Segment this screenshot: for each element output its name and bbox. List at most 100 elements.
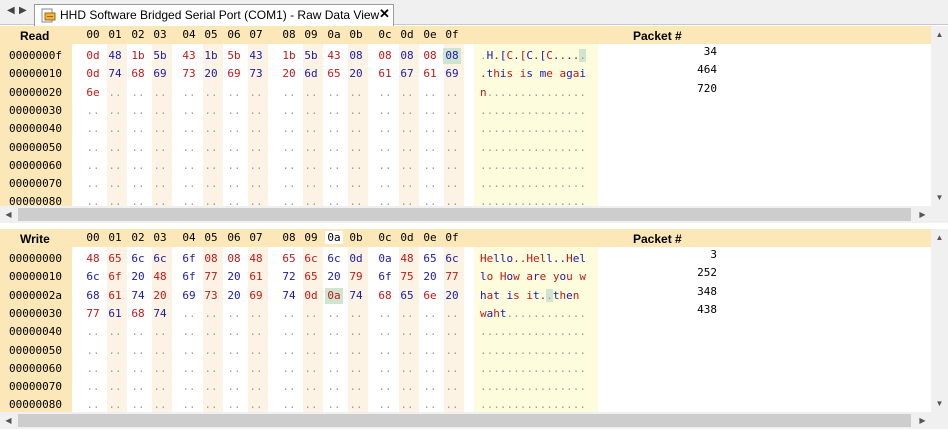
empty-byte-cell[interactable]: ..	[131, 361, 145, 375]
empty-byte-cell[interactable]: ..	[327, 361, 341, 375]
empty-byte-cell[interactable]: ..	[349, 195, 363, 206]
empty-byte-cell[interactable]: ..	[131, 140, 145, 154]
byte-cell[interactable]: 0d	[86, 49, 100, 62]
empty-byte-cell[interactable]: ..	[153, 325, 167, 339]
empty-byte-cell[interactable]: ..	[182, 177, 196, 191]
empty-byte-cell[interactable]: ..	[400, 195, 414, 206]
empty-byte-cell[interactable]: ..	[153, 177, 167, 191]
empty-byte-cell[interactable]: ..	[423, 306, 437, 320]
empty-byte-cell[interactable]: ..	[378, 325, 392, 339]
empty-byte-cell[interactable]: ..	[204, 85, 218, 99]
scroll-right-icon[interactable]: ▶	[919, 210, 926, 219]
empty-byte-cell[interactable]: ..	[349, 306, 363, 320]
byte-cell[interactable]: 77	[445, 270, 459, 284]
empty-byte-cell[interactable]: ..	[108, 195, 122, 206]
byte-cell[interactable]: 08	[400, 49, 414, 62]
byte-cell[interactable]: 6e	[86, 85, 100, 99]
empty-byte-cell[interactable]: ..	[445, 85, 459, 99]
empty-byte-cell[interactable]: ..	[249, 343, 263, 357]
empty-byte-cell[interactable]: ..	[131, 380, 145, 394]
empty-byte-cell[interactable]: ..	[400, 140, 414, 154]
empty-byte-cell[interactable]: ..	[327, 306, 341, 320]
empty-byte-cell[interactable]: ..	[327, 177, 341, 191]
byte-cell[interactable]: 61	[378, 67, 392, 81]
empty-byte-cell[interactable]: ..	[400, 343, 414, 357]
empty-byte-cell[interactable]: ..	[86, 103, 100, 117]
ascii-text[interactable]: lo How are you w	[480, 270, 586, 284]
byte-cell[interactable]: 61	[108, 306, 122, 320]
empty-byte-cell[interactable]: ..	[108, 343, 122, 357]
byte-cell[interactable]: 6c	[327, 252, 341, 265]
empty-byte-cell[interactable]: ..	[227, 158, 241, 172]
empty-byte-cell[interactable]: ..	[304, 103, 318, 117]
empty-byte-cell[interactable]: ..	[423, 158, 437, 172]
byte-cell[interactable]: 74	[131, 288, 145, 302]
byte-cell[interactable]: 61	[249, 270, 263, 284]
empty-byte-cell[interactable]: ..	[349, 343, 363, 357]
empty-byte-cell[interactable]: ..	[445, 343, 459, 357]
byte-cell[interactable]: 08	[378, 49, 392, 62]
empty-byte-cell[interactable]: ..	[204, 140, 218, 154]
byte-cell[interactable]: 20	[445, 288, 459, 302]
byte-cell[interactable]: 61	[108, 288, 122, 302]
empty-byte-cell[interactable]: ..	[445, 177, 459, 191]
empty-byte-cell[interactable]: ..	[108, 122, 122, 136]
empty-byte-cell[interactable]: ..	[182, 122, 196, 136]
scroll-down-icon[interactable]: ▼	[935, 193, 944, 202]
empty-byte-cell[interactable]: ..	[227, 122, 241, 136]
byte-cell[interactable]: 43	[182, 49, 196, 62]
byte-cell[interactable]: 73	[204, 288, 218, 302]
byte-cell[interactable]: 69	[153, 67, 167, 81]
byte-cell[interactable]: 20	[153, 288, 167, 302]
empty-byte-cell[interactable]: ..	[204, 398, 218, 412]
empty-byte-cell[interactable]: ..	[282, 177, 296, 191]
empty-byte-cell[interactable]: ..	[227, 380, 241, 394]
byte-cell[interactable]: 6c	[131, 252, 145, 265]
raw-data-view-tab[interactable]: HHD Software Bridged Serial Port (COM1) …	[34, 4, 394, 26]
empty-byte-cell[interactable]: ..	[108, 361, 122, 375]
byte-cell[interactable]: 48	[108, 49, 122, 62]
empty-byte-cell[interactable]: ..	[131, 103, 145, 117]
empty-byte-cell[interactable]: ..	[182, 361, 196, 375]
ascii-text[interactable]: ................	[480, 140, 586, 154]
empty-byte-cell[interactable]: ..	[378, 380, 392, 394]
byte-cell[interactable]: 68	[378, 288, 392, 302]
scroll-down-icon[interactable]: ▼	[935, 399, 944, 408]
byte-cell[interactable]: 20	[227, 288, 241, 302]
empty-byte-cell[interactable]: ..	[445, 122, 459, 136]
empty-byte-cell[interactable]: ..	[327, 380, 341, 394]
empty-byte-cell[interactable]: ..	[227, 306, 241, 320]
empty-byte-cell[interactable]: ..	[204, 361, 218, 375]
byte-cell[interactable]: 74	[349, 288, 363, 302]
empty-byte-cell[interactable]: ..	[204, 195, 218, 206]
empty-byte-cell[interactable]: ..	[445, 195, 459, 206]
byte-cell[interactable]: 69	[249, 288, 263, 302]
empty-byte-cell[interactable]: ..	[304, 398, 318, 412]
empty-byte-cell[interactable]: ..	[282, 361, 296, 375]
empty-byte-cell[interactable]: ..	[400, 158, 414, 172]
byte-cell[interactable]: 5b	[153, 49, 167, 62]
byte-cell[interactable]: 6f	[378, 270, 392, 284]
byte-cell[interactable]: 43	[327, 49, 341, 62]
byte-cell[interactable]: 6f	[182, 270, 196, 284]
empty-byte-cell[interactable]: ..	[327, 325, 341, 339]
empty-byte-cell[interactable]: ..	[204, 306, 218, 320]
empty-byte-cell[interactable]: ..	[249, 195, 263, 206]
byte-cell[interactable]: 65	[423, 252, 437, 265]
empty-byte-cell[interactable]: ..	[282, 380, 296, 394]
empty-byte-cell[interactable]: ..	[227, 177, 241, 191]
tab-scroll-right-icon[interactable]: ▶	[19, 5, 27, 16]
empty-byte-cell[interactable]: ..	[327, 140, 341, 154]
byte-cell[interactable]: 79	[349, 270, 363, 284]
ascii-text[interactable]: ................	[480, 122, 586, 136]
empty-byte-cell[interactable]: ..	[204, 380, 218, 394]
empty-byte-cell[interactable]: ..	[378, 122, 392, 136]
scroll-up-icon[interactable]: ▲	[935, 233, 944, 242]
ascii-text[interactable]: waht............	[480, 306, 586, 320]
empty-byte-cell[interactable]: ..	[304, 85, 318, 99]
byte-cell[interactable]: 1b	[131, 49, 145, 62]
empty-byte-cell[interactable]: ..	[378, 140, 392, 154]
empty-byte-cell[interactable]: ..	[131, 85, 145, 99]
scroll-left-icon[interactable]: ◀	[5, 416, 12, 425]
empty-byte-cell[interactable]: ..	[86, 361, 100, 375]
